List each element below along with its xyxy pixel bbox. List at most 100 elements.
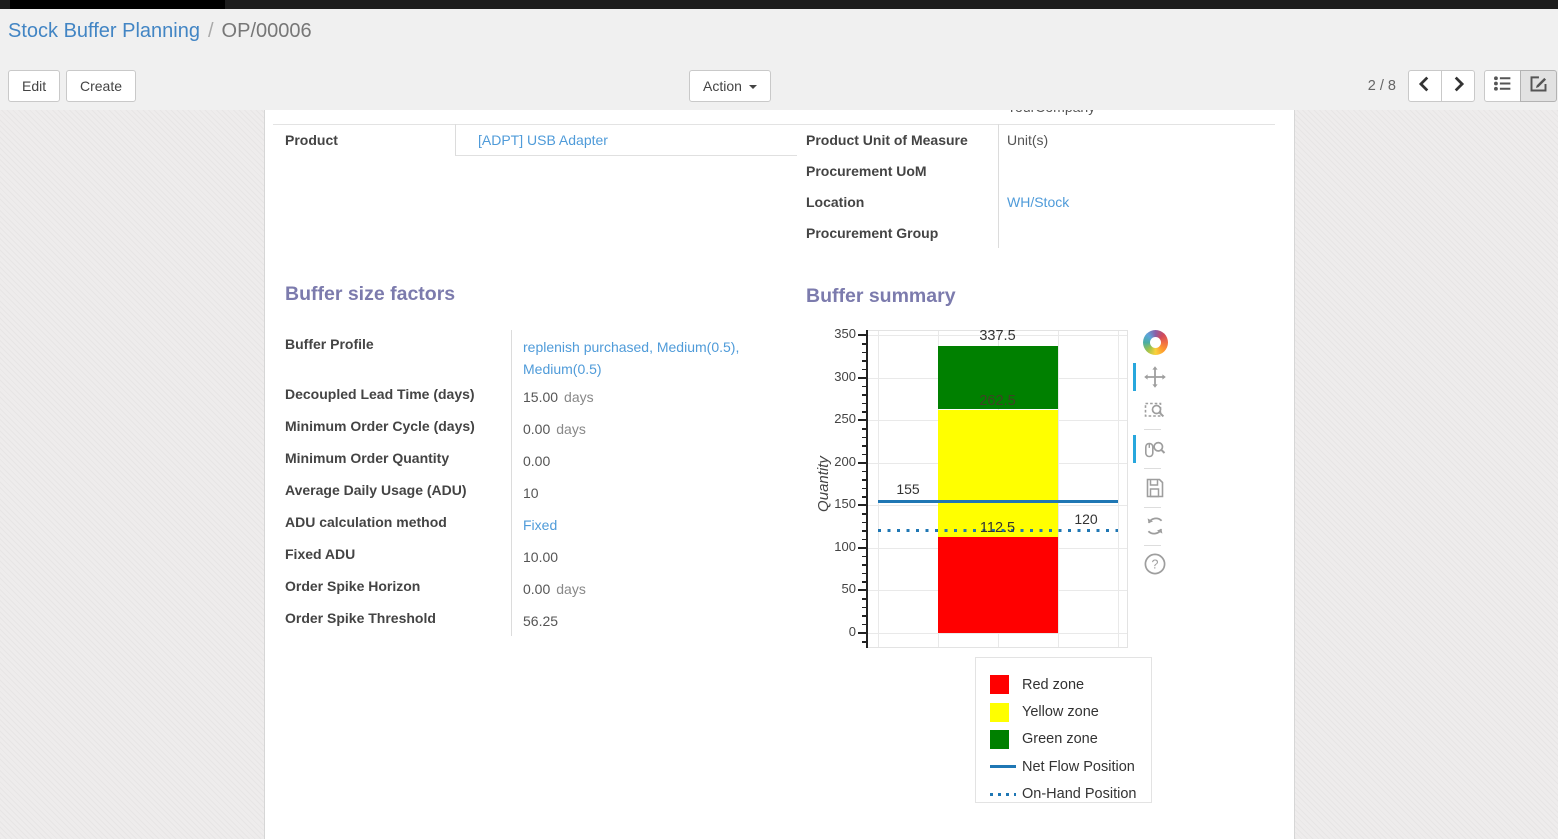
on-hand-position-label: 120 — [1074, 510, 1098, 527]
y-minor-tick — [862, 555, 866, 558]
field-label: Fixed ADU — [285, 546, 356, 562]
active-tool-indicator — [1133, 363, 1136, 391]
y-minor-tick — [862, 581, 866, 583]
field-value-cell: Unit(s) — [998, 124, 1274, 155]
form-view-button[interactable] — [1520, 70, 1557, 102]
svg-text:?: ? — [1152, 557, 1159, 571]
pager-buttons — [1408, 70, 1475, 102]
legend-label: Net Flow Position — [1022, 758, 1135, 775]
list-view-button[interactable] — [1484, 70, 1521, 102]
edit-button[interactable]: Edit — [8, 70, 61, 102]
info-group-left: Product [ADPT] USB Adapter — [285, 124, 797, 156]
y-major-tick — [858, 419, 866, 422]
field-value-cell — [998, 217, 1274, 248]
field-value: 56.25 — [523, 613, 559, 629]
buffer-size-factors-table: Buffer Profile replenish purchased, Mediu… — [285, 330, 790, 636]
reset-icon[interactable] — [1143, 514, 1167, 538]
field-value-cell: replenish purchased, Medium(0.5), Medium… — [511, 330, 790, 380]
buffer-size-factors-title: Buffer size factors — [285, 283, 456, 305]
pager-previous-button[interactable] — [1408, 70, 1442, 102]
legend-label: On-Hand Position — [1022, 786, 1137, 803]
field-value: 0.00 — [523, 581, 551, 597]
action-label: Action — [703, 78, 742, 94]
y-major-tick — [858, 632, 866, 634]
green-zone-swatch — [990, 729, 1022, 749]
y-minor-tick — [862, 513, 866, 515]
field-value: 10.00 — [523, 549, 559, 565]
y-minor-tick — [862, 606, 866, 609]
content-background: YourCompany Product [ADPT] USB Adapter Pr… — [0, 110, 1558, 839]
chart-toolbar: ? — [1133, 330, 1171, 582]
y-gridline — [867, 633, 1127, 634]
field-value-cell: 10.00 — [511, 540, 790, 572]
y-minor-tick — [862, 496, 866, 498]
field-value: Unit(s) — [1007, 132, 1049, 148]
breadcrumb-parent-link[interactable]: Stock Buffer Planning — [8, 20, 200, 42]
y-tick-label: 100 — [834, 538, 856, 554]
field-row: ADU calculation method Fixed — [285, 508, 790, 540]
buffer-summary-chart: 0 50 100 150 200 250 300 350 Quantity 337.5 262.5 1… — [806, 320, 1291, 825]
y-major-tick — [858, 589, 866, 592]
y-minor-tick — [862, 428, 866, 430]
help-icon[interactable]: ? — [1143, 552, 1167, 576]
yellow-zone-top-label: 262.5 — [979, 392, 1016, 409]
y-minor-tick — [862, 521, 866, 524]
green-zone-top-label: 337.5 — [979, 327, 1016, 344]
bokeh-logo-icon[interactable] — [1143, 330, 1168, 355]
legend-item: Net Flow Position — [976, 753, 1151, 780]
field-label: ADU calculation method — [285, 514, 447, 530]
wheel-zoom-icon[interactable] — [1143, 437, 1167, 461]
field-value-link[interactable]: WH/Stock — [1007, 194, 1070, 210]
field-value-link[interactable]: Fixed — [523, 517, 558, 533]
legend-label: Green zone — [1022, 731, 1098, 748]
form-sheet: YourCompany Product [ADPT] USB Adapter Pr… — [264, 110, 1295, 839]
field-row: Average Daily Usage (ADU) 10 — [285, 476, 790, 508]
field-label: Order Spike Threshold — [285, 610, 436, 626]
field-value-link[interactable]: [ADPT] USB Adapter — [478, 132, 608, 148]
breadcrumb-separator: / — [207, 20, 214, 42]
field-value-link[interactable]: replenish purchased, Medium(0.5), Medium… — [523, 339, 740, 377]
pan-icon[interactable] — [1143, 365, 1167, 389]
field-label: Decoupled Lead Time (days) — [285, 386, 475, 402]
y-gridline — [867, 335, 1127, 336]
box-zoom-icon[interactable] — [1143, 398, 1167, 422]
y-minor-tick — [862, 615, 866, 617]
field-label: Minimum Order Quantity — [285, 450, 450, 466]
legend-label: Red zone — [1022, 676, 1085, 693]
breadcrumb: Stock Buffer Planning / OP/00006 — [8, 20, 312, 43]
yellow-zone-swatch — [990, 702, 1022, 722]
y-axis-title: Quantity — [815, 456, 832, 512]
save-icon[interactable] — [1143, 476, 1167, 500]
field-value: 0.00 — [523, 453, 551, 469]
field-value-cell: WH/Stock — [998, 186, 1274, 217]
field-value-cell: 0.00 days — [511, 572, 790, 604]
control-panel: Stock Buffer Planning / OP/00006 Edit Crea… — [0, 9, 1558, 111]
field-label: Order Spike Horizon — [285, 578, 421, 594]
legend-item: Red zone — [976, 671, 1151, 698]
action-dropdown-button[interactable]: Action — [689, 70, 771, 102]
field-value-cell: 56.25 — [511, 604, 790, 636]
create-button[interactable]: Create — [66, 70, 137, 102]
field-value-cell: 10 — [511, 476, 790, 508]
field-value-cell — [998, 155, 1274, 186]
y-minor-tick — [862, 436, 866, 439]
field-unit-suffix: days — [556, 421, 586, 437]
field-row: Order Spike Threshold 56.25 — [285, 604, 790, 636]
red-zone-swatch — [990, 675, 1022, 695]
y-major-tick — [858, 376, 866, 379]
field-value: 15.00 — [523, 389, 559, 405]
y-minor-tick — [862, 572, 866, 575]
field-label: Product Unit of Measure — [806, 132, 968, 148]
top-menu-segment — [10, 0, 225, 9]
x-gridline — [1057, 331, 1059, 647]
field-label: Location — [806, 194, 865, 210]
field-value-cell: 0.00 days — [511, 412, 790, 444]
field-row: Buffer Profile replenish purchased, Mediu… — [285, 330, 790, 380]
y-minor-tick — [862, 479, 866, 481]
pager-next-button[interactable] — [1441, 70, 1475, 102]
caret-down-icon — [748, 85, 757, 89]
y-minor-tick — [862, 351, 866, 354]
y-minor-tick — [862, 445, 866, 447]
y-minor-tick — [862, 487, 866, 490]
buffer-summary-title: Buffer summary — [806, 285, 956, 307]
